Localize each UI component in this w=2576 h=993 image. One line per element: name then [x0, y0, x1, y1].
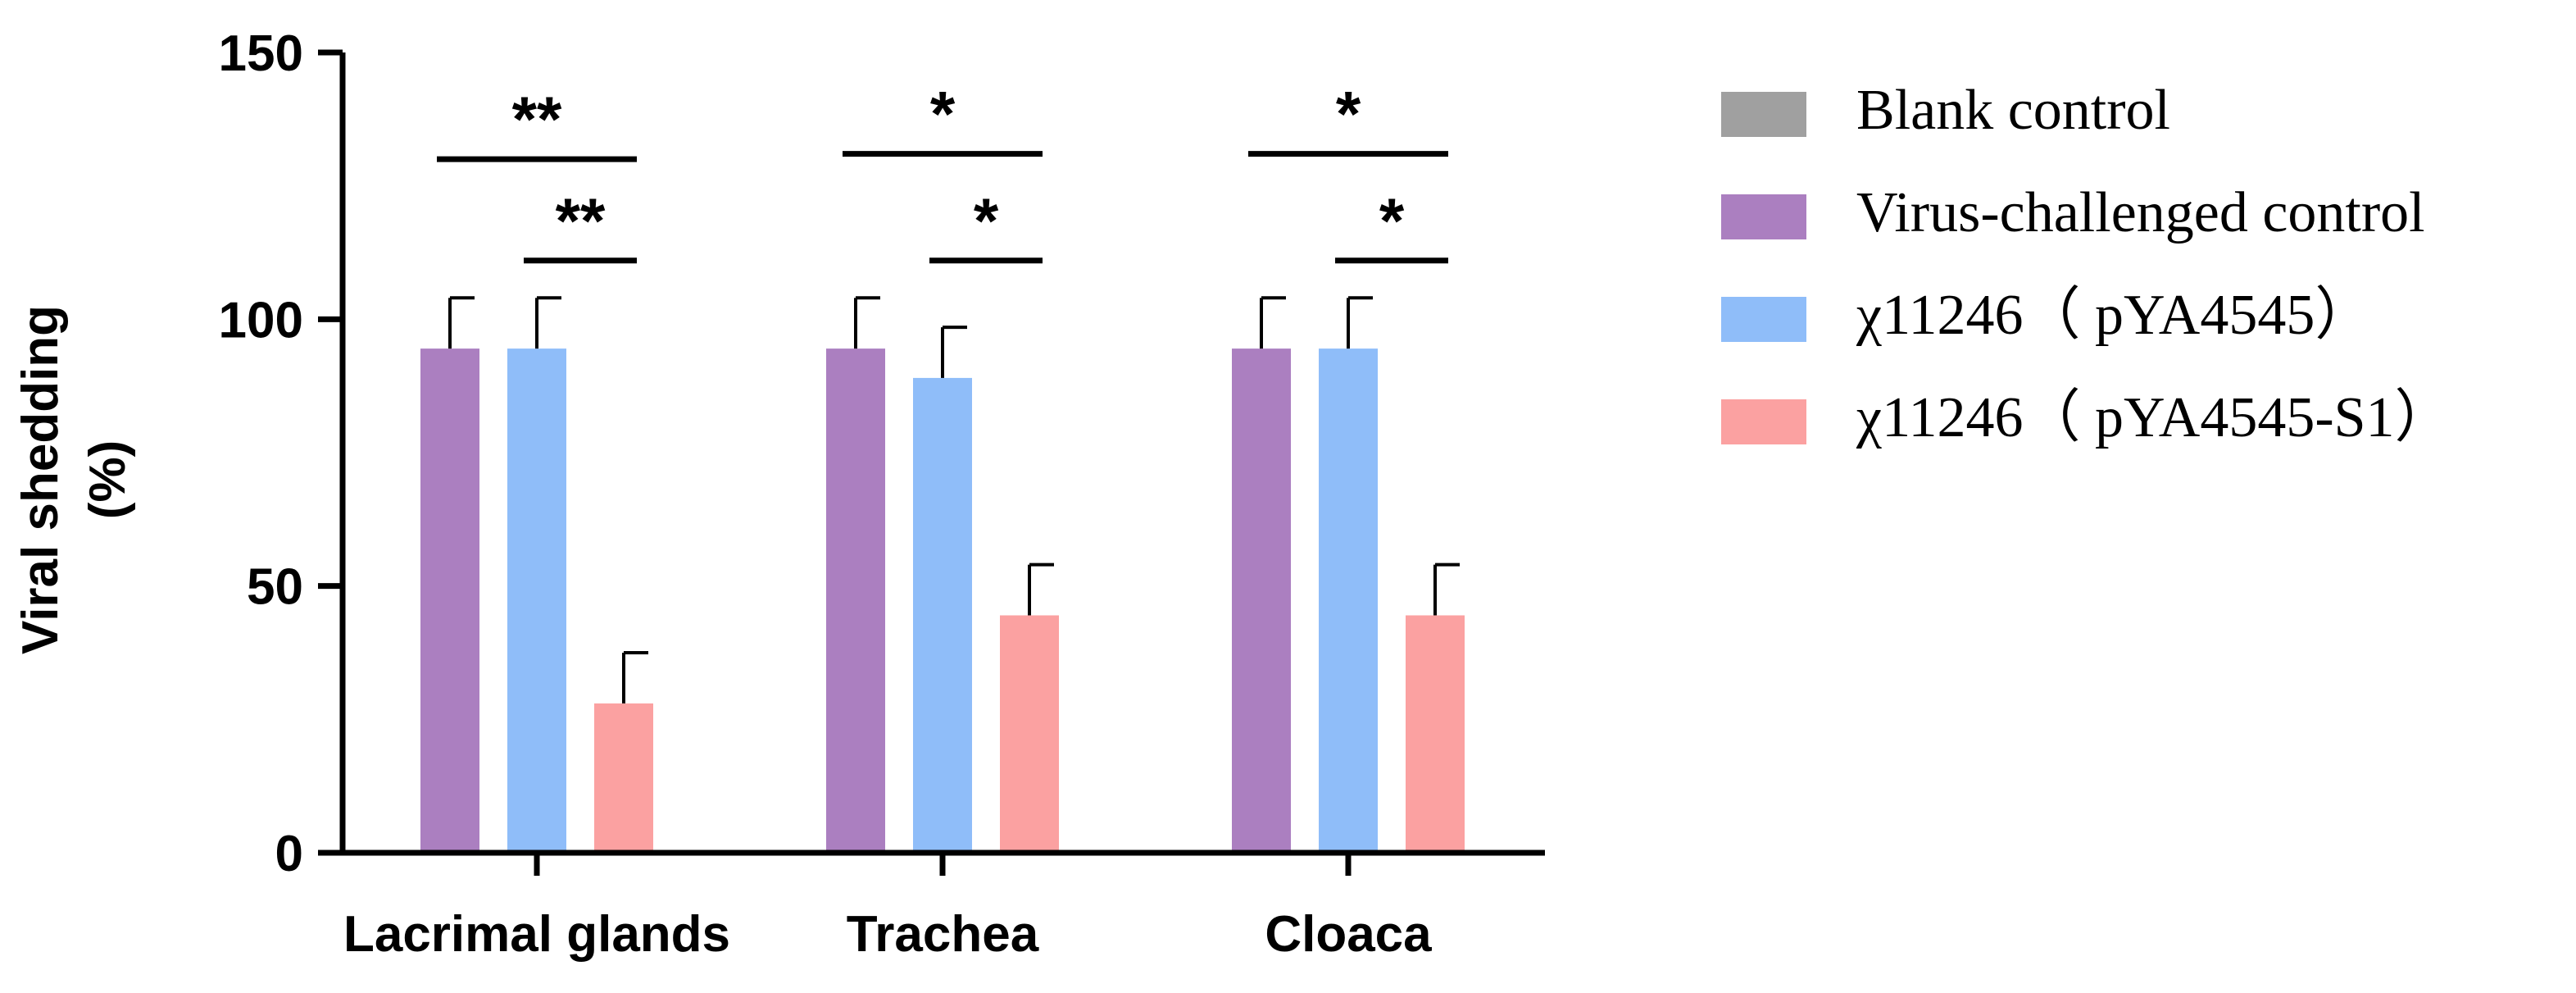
y-tick-label: 50 [247, 559, 303, 616]
significance-marker: * [974, 184, 999, 257]
bar [420, 348, 479, 853]
legend-label: Virus-challenged control [1856, 181, 2425, 244]
significance-marker: ** [556, 184, 606, 257]
y-axis-title: Viral shedding (%) [12, 305, 136, 654]
legend-swatch [1721, 194, 1806, 239]
legend: Blank control Virus-challenged control χ11… [1721, 79, 2452, 449]
x-ticks: Lacrimal glands Trachea Cloaca [343, 853, 1432, 963]
x-tick-label: Lacrimal glands [343, 906, 730, 963]
legend-label: Blank control [1856, 79, 2170, 142]
x-tick-label: Trachea [847, 906, 1039, 963]
legend-label: χ11246（ pYA4545） [1856, 284, 2372, 347]
bars-layer [420, 348, 1465, 853]
bar [507, 348, 566, 853]
bar [1319, 348, 1378, 853]
legend-swatch [1721, 297, 1806, 342]
y-tick-label: 100 [219, 292, 303, 348]
bar [1232, 348, 1291, 853]
significance-marker: * [1336, 78, 1361, 150]
y-axis-unit: (%) [80, 440, 136, 519]
significance-marker: * [1379, 184, 1405, 257]
significance-marker: ** [512, 83, 562, 155]
bar [913, 377, 972, 853]
bar [594, 703, 653, 853]
y-tick-label: 150 [219, 25, 303, 82]
legend-label: χ11246（ pYA4545-S1） [1856, 386, 2452, 449]
legend-swatch [1721, 92, 1806, 137]
y-axis-label: Viral shedding [12, 305, 69, 654]
bar [1406, 615, 1465, 853]
bar [826, 348, 885, 853]
error-bars-layer [448, 296, 1460, 704]
significance-marker: * [930, 78, 956, 150]
bar [1000, 615, 1059, 853]
significance-layer: ******** [437, 78, 1448, 264]
y-tick-label: 0 [275, 826, 303, 882]
x-tick-label: Cloaca [1265, 906, 1432, 963]
legend-swatch [1721, 399, 1806, 444]
y-ticks: 0 50 100 150 [219, 25, 343, 882]
